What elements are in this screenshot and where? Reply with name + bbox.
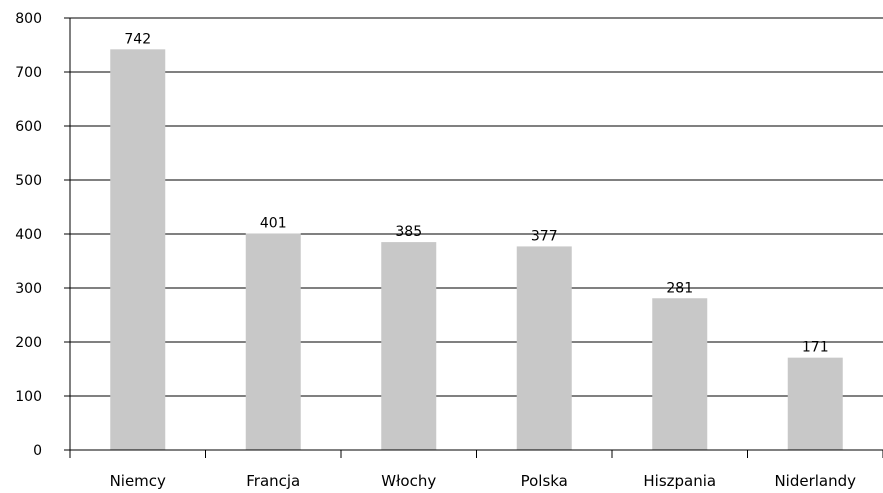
bar-włochy bbox=[381, 242, 437, 450]
data-label: 281 bbox=[666, 280, 693, 296]
bar-niemcy bbox=[110, 49, 166, 450]
y-tick-label: 200 bbox=[15, 335, 42, 351]
y-tick-label: 500 bbox=[15, 173, 42, 189]
bar-francja bbox=[245, 233, 301, 450]
data-label: 385 bbox=[395, 224, 422, 240]
y-tick-label: 300 bbox=[15, 281, 42, 297]
x-tick-label: Niderlandy bbox=[774, 472, 856, 489]
bar-polska bbox=[516, 246, 572, 450]
y-tick-label: 700 bbox=[15, 65, 42, 81]
x-tick-label: Polska bbox=[521, 472, 568, 489]
data-label: 401 bbox=[260, 215, 287, 231]
axis-layer bbox=[64, 17, 883, 458]
x-tick-label: Hiszpania bbox=[643, 472, 716, 489]
y-tick-label: 800 bbox=[15, 11, 42, 27]
y-tick-label: 0 bbox=[33, 443, 42, 459]
labels-layer: 0 100 200 300 400 500 600 700 800 742 Niemcy 401 Fra… bbox=[15, 11, 856, 490]
data-label: 742 bbox=[124, 31, 151, 47]
data-label: 171 bbox=[802, 340, 829, 356]
y-tick-label: 100 bbox=[15, 389, 42, 405]
x-tick-label: Niemcy bbox=[110, 472, 166, 489]
bars-layer bbox=[110, 49, 843, 450]
grid-layer bbox=[70, 17, 883, 397]
bar-hiszpania bbox=[652, 298, 708, 450]
x-tick-label: Włochy bbox=[381, 472, 436, 489]
data-label: 377 bbox=[531, 228, 558, 244]
x-tick-label: Francja bbox=[246, 472, 300, 489]
y-tick-label: 600 bbox=[15, 119, 42, 135]
y-tick-label: 400 bbox=[15, 227, 42, 243]
bar-niderlandy bbox=[787, 357, 843, 450]
